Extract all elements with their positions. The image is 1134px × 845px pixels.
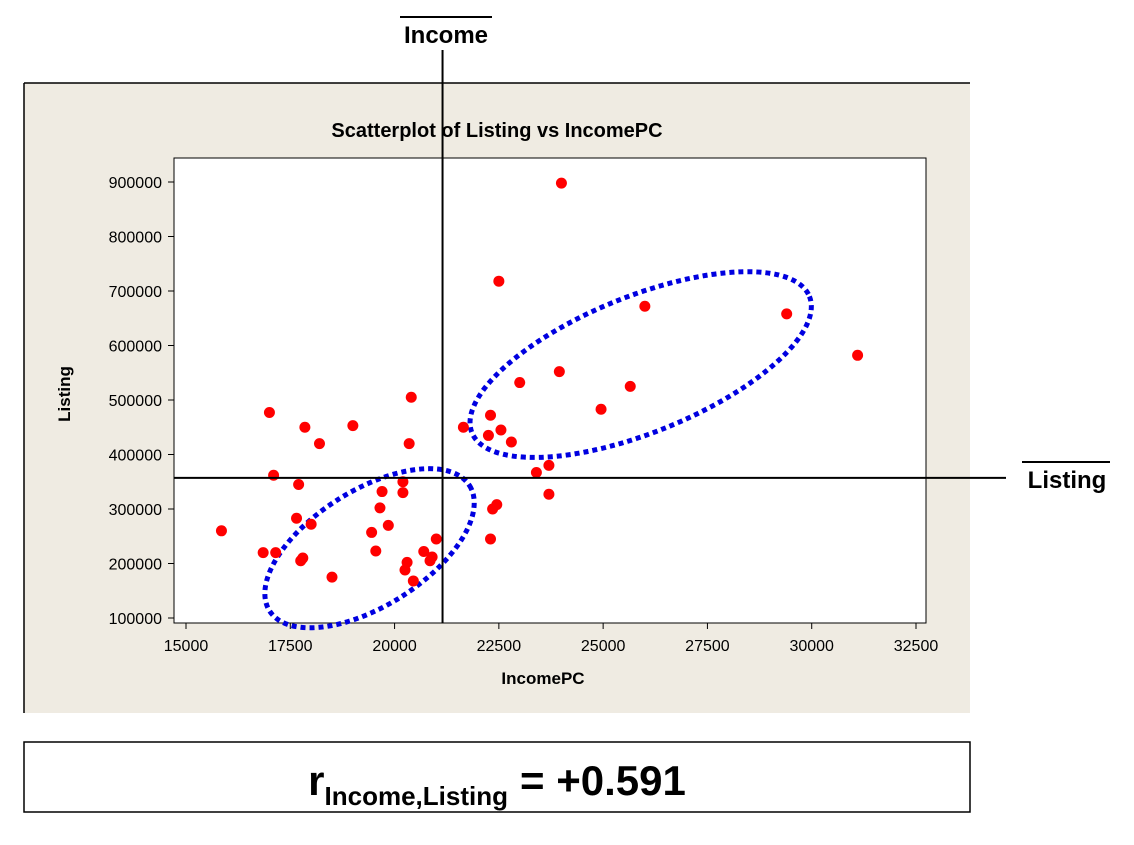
- correlation-r-symbol: r: [308, 757, 324, 804]
- y-tick-label: 200000: [109, 557, 162, 574]
- correlation-value: = +0.591: [520, 757, 686, 804]
- data-point: [326, 571, 338, 583]
- data-point: [485, 409, 497, 421]
- x-axis-ticks: 15000 17500 20000 22500 25000 27500 30000 32500: [164, 623, 939, 655]
- data-point: [305, 518, 317, 530]
- data-point: [299, 421, 311, 433]
- data-point: [430, 533, 442, 545]
- correlation-subscript: Income,Listing: [325, 781, 508, 811]
- x-tick-label: 27500: [685, 638, 730, 655]
- correlation-equation: rIncome,Listing = +0.591: [308, 757, 686, 811]
- data-point: [374, 502, 386, 514]
- y-axis-title: Listing: [55, 366, 74, 422]
- data-point: [482, 429, 494, 441]
- data-point: [215, 525, 227, 537]
- data-point: [403, 438, 415, 450]
- data-point: [376, 486, 388, 498]
- listing-mean-label: Listing: [1028, 467, 1107, 494]
- data-point: [366, 526, 378, 538]
- cluster-ellipses: [262, 269, 814, 631]
- data-point: [257, 547, 269, 559]
- data-points: [215, 177, 864, 587]
- y-tick-label: 900000: [109, 175, 162, 192]
- y-axis-ticks: 100000 200000 300000 400000 500000 600000 7000…: [109, 175, 174, 628]
- y-tick-label: 300000: [109, 502, 162, 519]
- x-axis-title: IncomePC: [501, 669, 584, 688]
- y-tick-label: 800000: [109, 230, 162, 247]
- chart-title: Scatterplot of Listing vs IncomePC: [331, 120, 662, 142]
- data-point: [291, 512, 303, 524]
- x-tick-label: 25000: [581, 638, 626, 655]
- data-point: [493, 275, 505, 287]
- x-tick-label: 17500: [268, 638, 313, 655]
- data-point: [485, 533, 497, 545]
- data-point: [401, 556, 413, 568]
- x-tick-label: 22500: [477, 638, 522, 655]
- data-point: [624, 380, 636, 392]
- y-tick-label: 500000: [109, 393, 162, 410]
- data-point: [268, 469, 280, 481]
- data-point: [553, 366, 565, 378]
- data-point: [270, 547, 282, 559]
- plot-area: [173, 157, 927, 624]
- mean-lines: [174, 50, 1006, 623]
- data-point: [781, 308, 793, 320]
- data-point: [293, 478, 305, 490]
- data-point: [407, 575, 419, 587]
- x-tick-label: 15000: [164, 638, 209, 655]
- data-point: [514, 377, 526, 389]
- y-tick-label: 600000: [109, 339, 162, 356]
- y-tick-label: 400000: [109, 448, 162, 465]
- data-point: [263, 407, 275, 419]
- cluster-ellipse: [467, 269, 814, 460]
- data-point: [639, 300, 651, 312]
- data-point: [347, 420, 359, 432]
- data-point: [505, 436, 517, 448]
- data-point: [297, 552, 309, 564]
- x-tick-label: 32500: [894, 638, 939, 655]
- x-tick-label: 30000: [789, 638, 834, 655]
- x-tick-label: 20000: [372, 638, 417, 655]
- data-point: [543, 488, 555, 500]
- data-point: [491, 499, 503, 511]
- data-point: [595, 403, 607, 415]
- income-mean-label: Income: [404, 22, 488, 49]
- correlation-box: [23, 741, 971, 813]
- cluster-ellipse: [262, 466, 477, 631]
- data-point: [495, 424, 507, 436]
- data-point: [457, 421, 469, 433]
- data-point: [397, 487, 409, 499]
- data-point: [397, 476, 409, 488]
- data-point: [543, 459, 555, 471]
- data-point: [313, 438, 325, 450]
- data-point: [426, 551, 438, 563]
- data-point: [405, 391, 417, 403]
- data-point: [370, 545, 382, 557]
- data-point: [530, 466, 542, 478]
- data-point: [555, 177, 567, 189]
- data-point: [382, 519, 394, 531]
- data-point: [852, 349, 864, 361]
- y-tick-label: 100000: [109, 611, 162, 628]
- y-tick-label: 700000: [109, 284, 162, 301]
- data-point: [418, 546, 430, 558]
